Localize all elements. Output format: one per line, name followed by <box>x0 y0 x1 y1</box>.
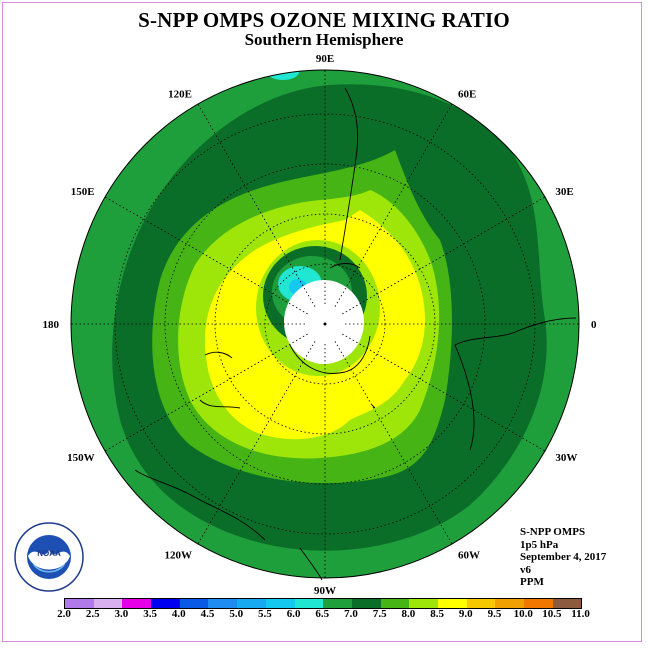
longitude-label: 0 <box>591 319 597 331</box>
colorbar-swatch <box>409 599 438 608</box>
colorbar-swatch <box>122 599 152 608</box>
info-version: v6 <box>520 563 531 576</box>
info-level: 1p5 hPa <box>520 538 559 551</box>
colorbar-label: 2.5 <box>85 608 100 620</box>
colorbar-label: 7.5 <box>372 608 387 620</box>
colorbar-label: 6.0 <box>286 608 301 620</box>
colorbar-label: 5.5 <box>258 608 272 620</box>
info-block: S-NPP OMPS 1p5 hPa September 4, 2017 v6 … <box>520 526 606 589</box>
meridian-line <box>104 196 308 315</box>
colorbar-swatch <box>65 599 94 608</box>
colorbar-label: 4.5 <box>200 608 215 620</box>
colorbar-swatch <box>495 599 524 608</box>
colorbar-label: 11.0 <box>571 608 590 620</box>
colorbar-label: 10.5 <box>542 608 562 620</box>
meridian-line <box>197 103 316 307</box>
south-pole-marker <box>323 322 327 326</box>
colorbar-swatch <box>151 599 180 608</box>
colorbar-swatch <box>437 599 467 608</box>
colorbar-label: 5.0 <box>229 608 244 620</box>
longitude-label: 30E <box>555 186 573 198</box>
map-frame <box>2 2 642 642</box>
info-units: PPM <box>520 576 544 588</box>
colorbar-swatch <box>93 599 123 608</box>
longitude-label: 60W <box>458 549 480 561</box>
colorbar-label: 6.5 <box>315 608 330 620</box>
colorbar-label: 9.5 <box>487 608 502 620</box>
colorbar-label: 8.5 <box>430 608 444 620</box>
colorbar-label: 3.0 <box>114 608 129 620</box>
longitude-label: 90W <box>314 585 336 597</box>
colorbar-swatch <box>265 599 295 608</box>
noaa-logo: NOAA <box>14 522 84 592</box>
colorbar-label: 10.0 <box>513 608 533 620</box>
colorbar-swatch <box>208 599 238 608</box>
meridian-line <box>334 103 453 307</box>
colorbar-label: 9.0 <box>458 608 473 620</box>
colorbar-swatch <box>237 599 266 608</box>
colorbar-swatch <box>380 599 410 608</box>
meridian-line <box>334 341 453 545</box>
longitude-labels: 90W 60W 30W 0 30E 60E 90E 120E 150E 180 150W 120W <box>43 53 598 597</box>
colorbar-swatch <box>294 599 324 608</box>
meridian-line <box>104 333 308 452</box>
colorbar <box>64 598 583 609</box>
colorbar-labels: 2.0 2.5 3.0 3.5 4.0 4.5 5.0 5.5 6.0 6.5 7.0 7.5 8.0 8… <box>57 608 590 622</box>
graticule <box>71 70 579 578</box>
longitude-label: 150E <box>71 186 95 198</box>
longitude-label: 180 <box>43 319 60 331</box>
colorbar-swatch <box>351 599 381 608</box>
colorbar-swatch <box>524 599 553 608</box>
colorbar-swatch <box>323 599 352 608</box>
colorbar-label: 3.5 <box>143 608 157 620</box>
meridian-line <box>342 196 546 315</box>
info-instrument: S-NPP OMPS <box>520 526 586 538</box>
longitude-label: 120E <box>168 89 192 101</box>
meridian-line <box>342 333 546 452</box>
longitude-label: 120W <box>165 549 193 561</box>
chart-title: S-NPP OMPS OZONE MIXING RATIO <box>138 8 510 32</box>
longitude-label: 60E <box>458 89 476 101</box>
longitude-label: 30W <box>555 452 577 464</box>
map-boundary <box>70 69 580 579</box>
chart-subtitle: Southern Hemisphere <box>244 30 404 49</box>
svg-text:NOAA: NOAA <box>37 549 61 558</box>
meridian-line <box>197 341 316 545</box>
colorbar-label: 4.0 <box>171 608 186 620</box>
colorbar-swatch <box>179 599 209 608</box>
polar-night-no-data <box>284 280 364 364</box>
colorbar-label: 8.0 <box>401 608 416 620</box>
longitude-label: 150W <box>67 452 95 464</box>
longitude-label: 90E <box>316 53 334 65</box>
colorbar-swatch <box>552 599 582 608</box>
colorbar-label: 7.0 <box>344 608 358 620</box>
colorbar-label: 2.0 <box>57 608 71 620</box>
info-date: September 4, 2017 <box>520 551 607 563</box>
coastlines <box>134 87 577 581</box>
colorbar-swatch <box>466 599 496 608</box>
